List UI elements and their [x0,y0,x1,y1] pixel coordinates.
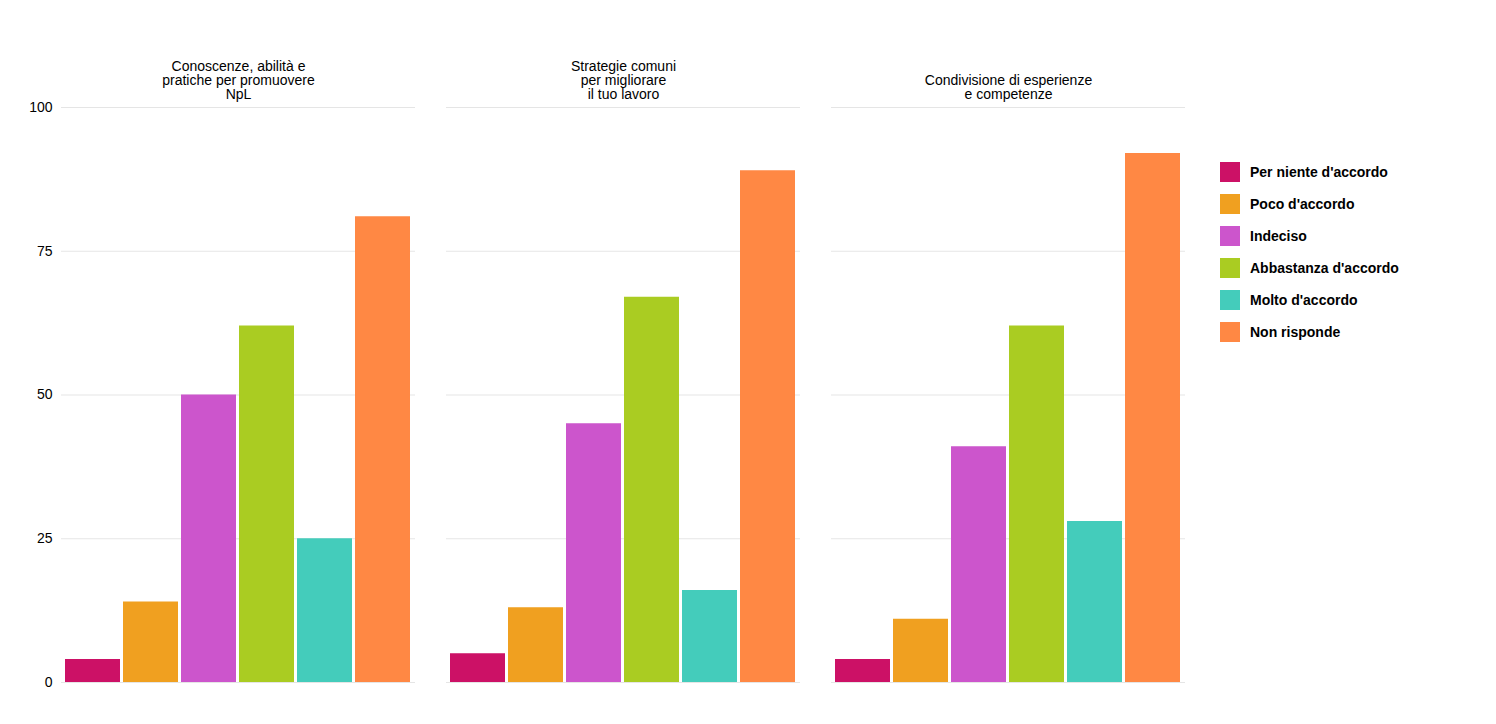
svg-text:50: 50 [37,386,53,402]
html-text:Poco d'accordo: Poco d'accordo [1250,196,1355,212]
svg-text:75: 75 [37,243,53,259]
html-text:Per niente d'accordo: Per niente d'accordo [1250,164,1388,180]
html-text:Non risponde: Non risponde [1250,324,1341,340]
svg-text:Strategie comuniper migliorare: Strategie comuniper migliorareil tuo lav… [571,58,676,102]
html-text:Molto d'accordo: Molto d'accordo [1250,292,1358,308]
html-text:Abbastanza d'accordo: Abbastanza d'accordo [1250,260,1399,276]
svg-text:25: 25 [37,530,53,546]
svg-text:0: 0 [45,674,53,690]
svg-text:Conoscenze, abilità epratiche: Conoscenze, abilità epratiche per promuo… [162,58,315,102]
svg-text:Condivisione di esperienzee co: Condivisione di esperienzee competenze [925,72,1093,102]
svg-text:100: 100 [29,99,53,115]
html-text:Indeciso: Indeciso [1250,228,1307,244]
